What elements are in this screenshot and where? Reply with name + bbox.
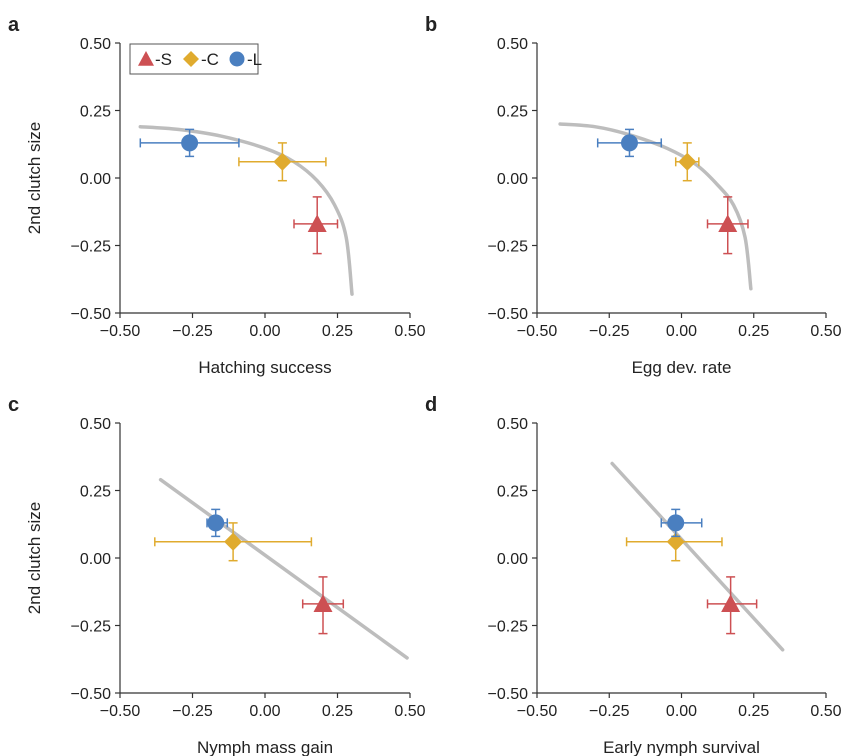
triangle-marker xyxy=(313,594,333,612)
x-tick-label: 0.50 xyxy=(810,323,841,340)
y-tick-label: −0.25 xyxy=(488,239,529,256)
circle-marker xyxy=(207,514,225,532)
fit-line xyxy=(558,122,753,291)
panel-letter: b xyxy=(425,14,437,36)
x-tick-label: −0.25 xyxy=(172,703,213,720)
legend-item: -L xyxy=(229,50,262,69)
panel-a: a −0.50 −0.25 0.00 0.25 0.50 −0.50 −0.25 0.00 0.2… xyxy=(8,14,426,377)
x-tick-label: 0.25 xyxy=(322,323,353,340)
x-tick-label: 0.25 xyxy=(322,703,353,720)
series-point-L xyxy=(596,128,663,158)
y-tick-label: −0.50 xyxy=(488,306,529,323)
diamond-marker xyxy=(273,152,292,171)
y-tick-label: 0.25 xyxy=(80,104,111,121)
legend-label: -S xyxy=(155,50,172,69)
x-tick-label: −0.50 xyxy=(517,703,558,720)
y-tick-label: 0.50 xyxy=(80,416,111,433)
panel-c: c −0.50 −0.25 0.00 0.25 0.50 −0.50 −0.25 0.00 0.2… xyxy=(8,394,426,756)
y-tick-label: 0.25 xyxy=(80,484,111,501)
y-axis-label: 2nd clutch size xyxy=(25,502,44,614)
series-point-L xyxy=(139,128,240,158)
x-tick-label: −0.25 xyxy=(172,323,213,340)
fit-line xyxy=(610,461,785,652)
y-tick-label: 0.00 xyxy=(80,171,111,188)
x-axis-label: Early nymph survival xyxy=(603,738,760,756)
circle-marker xyxy=(620,134,638,152)
x-tick-label: −0.50 xyxy=(100,323,141,340)
series-point-S xyxy=(301,576,345,635)
y-tick-label: 0.00 xyxy=(497,171,528,188)
diamond-marker xyxy=(224,532,243,551)
panel-d: d −0.50 −0.25 0.00 0.25 0.50 −0.50 −0.25 0.00 0.2… xyxy=(425,394,842,756)
panel-letter: d xyxy=(425,394,437,416)
series-point-S xyxy=(706,576,758,635)
y-tick-label: −0.50 xyxy=(71,306,112,323)
legend-item: -S xyxy=(138,50,172,69)
fit-line xyxy=(138,124,354,296)
legend-item: -C xyxy=(183,50,219,69)
fit-line xyxy=(158,477,409,660)
series-point-L xyxy=(206,508,229,538)
circle-marker xyxy=(229,51,245,67)
series-point-S xyxy=(293,196,339,255)
y-tick-label: 0.00 xyxy=(80,551,111,568)
series-point-C xyxy=(674,142,700,182)
series-point-C xyxy=(154,522,313,562)
diamond-marker xyxy=(678,152,697,171)
x-tick-label: −0.25 xyxy=(589,703,630,720)
panel-letter: c xyxy=(8,394,19,416)
y-tick-label: −0.25 xyxy=(71,239,112,256)
x-tick-label: 0.00 xyxy=(249,703,280,720)
panel-b: b −0.50 −0.25 0.00 0.25 0.50 −0.50 −0.25 0.00 0.2… xyxy=(425,14,842,377)
triangle-marker xyxy=(138,51,154,66)
x-axis-label: Nymph mass gain xyxy=(197,738,333,756)
y-tick-label: −0.50 xyxy=(488,686,529,703)
x-tick-label: 0.25 xyxy=(738,323,769,340)
x-axis-label: Hatching success xyxy=(198,358,331,377)
circle-marker xyxy=(181,134,199,152)
triangle-marker xyxy=(307,214,327,232)
x-tick-label: 0.00 xyxy=(249,323,280,340)
diamond-marker xyxy=(666,532,685,551)
x-axis-label: Egg dev. rate xyxy=(632,358,732,377)
y-tick-label: 0.25 xyxy=(497,104,528,121)
y-tick-label: 0.50 xyxy=(80,36,111,53)
x-tick-label: 0.00 xyxy=(666,703,697,720)
series-point-L xyxy=(660,508,703,538)
triangle-marker xyxy=(721,594,741,612)
x-tick-label: 0.25 xyxy=(738,703,769,720)
y-tick-label: 0.25 xyxy=(497,484,528,501)
x-tick-label: 0.00 xyxy=(666,323,697,340)
legend: -S -C -L xyxy=(129,43,262,75)
series-point-S xyxy=(706,196,749,255)
y-tick-label: 0.50 xyxy=(497,416,528,433)
x-tick-label: −0.50 xyxy=(517,323,558,340)
x-tick-label: −0.25 xyxy=(589,323,630,340)
legend-label: -C xyxy=(201,50,219,69)
series-point-C xyxy=(238,142,327,182)
circle-marker xyxy=(667,514,685,532)
x-tick-label: −0.50 xyxy=(100,703,141,720)
y-tick-label: −0.50 xyxy=(71,686,112,703)
triangle-marker xyxy=(718,214,738,232)
diamond-marker xyxy=(183,51,199,67)
y-tick-label: −0.25 xyxy=(71,619,112,636)
x-tick-label: 0.50 xyxy=(394,703,425,720)
y-tick-label: 0.00 xyxy=(497,551,528,568)
panel-letter: a xyxy=(8,14,20,36)
legend-label: -L xyxy=(247,50,262,69)
y-tick-label: 0.50 xyxy=(497,36,528,53)
x-tick-label: 0.50 xyxy=(810,703,841,720)
y-tick-label: −0.25 xyxy=(488,619,529,636)
y-axis-label: 2nd clutch size xyxy=(25,122,44,234)
x-tick-label: 0.50 xyxy=(394,323,425,340)
